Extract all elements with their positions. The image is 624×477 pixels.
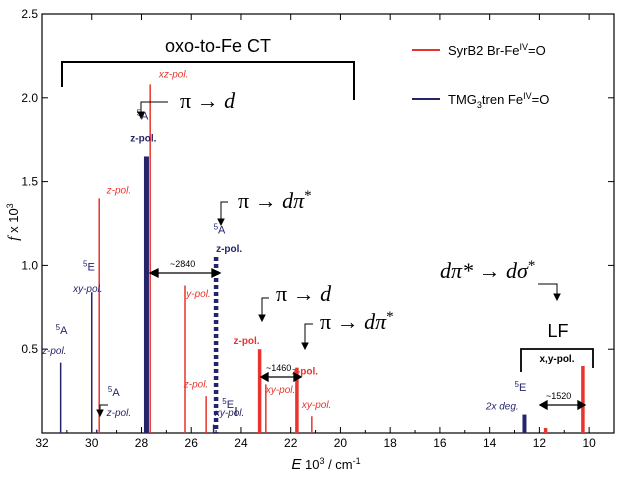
tmg3tren-stick [59, 362, 62, 433]
peak-label: xy-pol. [72, 284, 102, 295]
peak-label: z-pol. [130, 133, 156, 144]
peak-label: z-pol. [183, 380, 208, 391]
separation-label: ~2840 [170, 259, 195, 269]
state-label: 5A [214, 223, 226, 237]
lf-pol-label: x,y-pol. [539, 354, 574, 365]
x-axis-label: E 103 / cm-1 [291, 456, 360, 473]
oxo-ct-bracket: oxo-to-Fe CT [61, 36, 355, 100]
x-tick-label: 32 [35, 436, 49, 450]
peak-label: z-pol. [216, 244, 242, 255]
syrb2-stick [311, 416, 313, 433]
peak-label: z-pol. [41, 346, 66, 357]
series-tmg3tren [59, 156, 527, 433]
tmg3tren-stick [143, 156, 149, 433]
x-tick-label: 24 [234, 436, 248, 450]
separation-label: ~1520 [546, 391, 571, 401]
lf-label: LF [547, 321, 568, 341]
peak-label: xy-pol. [265, 385, 295, 396]
legend: SyrB2 Br-FeIV=O TMG3tren FeIV=O [412, 42, 549, 110]
state-label: 5E [515, 380, 527, 394]
syrb2-stick [98, 198, 100, 433]
x-tick-label: 12 [533, 436, 547, 450]
y-tick-label: 2.5 [21, 7, 38, 21]
x-tick-label: 28 [135, 436, 149, 450]
series-syrb2 [98, 84, 585, 433]
tmg3tren-stick [95, 429, 98, 433]
syrb2-stick [581, 365, 585, 433]
y-tick-label: 0.5 [21, 342, 38, 356]
legend-syrb2: SyrB2 Br-FeIV=O [448, 42, 546, 58]
peak-label: z-pol. [233, 336, 259, 347]
x-axis: 32 30 28 26 24 22 20 18 16 14 12 10 [35, 14, 615, 450]
transition-label: π → d [276, 281, 332, 306]
separation-label: ~1460 [266, 363, 291, 373]
peak-label: xz-pol. [158, 70, 188, 81]
x-tick-label: 10 [582, 436, 596, 450]
syrb2-stick [295, 367, 299, 433]
tmg3tren-stick [90, 292, 93, 433]
y-axis: 0.5 1.0 1.5 2.0 2.5 [21, 7, 614, 356]
syrb2-stick [543, 427, 548, 433]
x-tick-label: 14 [483, 436, 497, 450]
transition-label: π → dπ* [238, 188, 312, 213]
x-tick-label: 22 [284, 436, 298, 450]
tmg3tren-stick [522, 414, 527, 433]
x-tick-label: 20 [334, 436, 348, 450]
state-label: 5A [56, 323, 68, 337]
transition-labels: π → d π → dπ* π → d π → dπ* dπ* → dσ* [180, 88, 535, 334]
peak-label: y-pol. [185, 289, 210, 300]
y-tick-label: 2.0 [21, 91, 38, 105]
syrb2-stick [265, 384, 267, 433]
state-label: 5A [108, 385, 120, 399]
y-tick-label: 1.5 [21, 175, 38, 189]
syrb2-stick [184, 285, 186, 433]
peak-label: z-pol. [106, 408, 131, 419]
peak-labels: xz-pol. z-pol. y-pol. z-pol. z-pol. xy-pol. z-… [41, 70, 519, 420]
y-axis-label: f x 103 [5, 203, 22, 240]
peak-label: xy-pol. [301, 400, 331, 411]
peak-label: 2x deg. [485, 402, 519, 413]
plot-frame [41, 13, 615, 434]
lf-bracket: LF x,y-pol. [520, 321, 594, 372]
peak-label: z-pol. [292, 366, 318, 377]
transition-label: π → dπ* [320, 309, 394, 334]
transition-label: π → d [180, 88, 236, 113]
tmg3tren-stick [212, 424, 215, 433]
peak-label: xy-pol. [214, 408, 244, 419]
transition-label: dπ* → dσ* [440, 258, 535, 283]
syrb2-stick [205, 396, 207, 433]
x-tick-label: 16 [433, 436, 447, 450]
x-tick-label: 26 [185, 436, 199, 450]
separation-labels: ~2840 ~1460 ~1520 [170, 259, 571, 401]
y-tick-label: 1.0 [21, 258, 38, 272]
oxo-ct-label: oxo-to-Fe CT [165, 36, 271, 56]
syrb2-stick [257, 349, 262, 433]
legend-tmg3tren: TMG3tren FeIV=O [448, 91, 549, 110]
state-label: 5E [83, 259, 95, 273]
x-tick-label: 18 [383, 436, 397, 450]
peak-label: z-pol. [106, 185, 131, 196]
x-tick-label: 30 [85, 436, 99, 450]
transition-arrows [96, 101, 561, 418]
state-label: 5E [222, 397, 234, 411]
separation-arrows [148, 267, 587, 411]
syrb2-stick [149, 84, 151, 433]
